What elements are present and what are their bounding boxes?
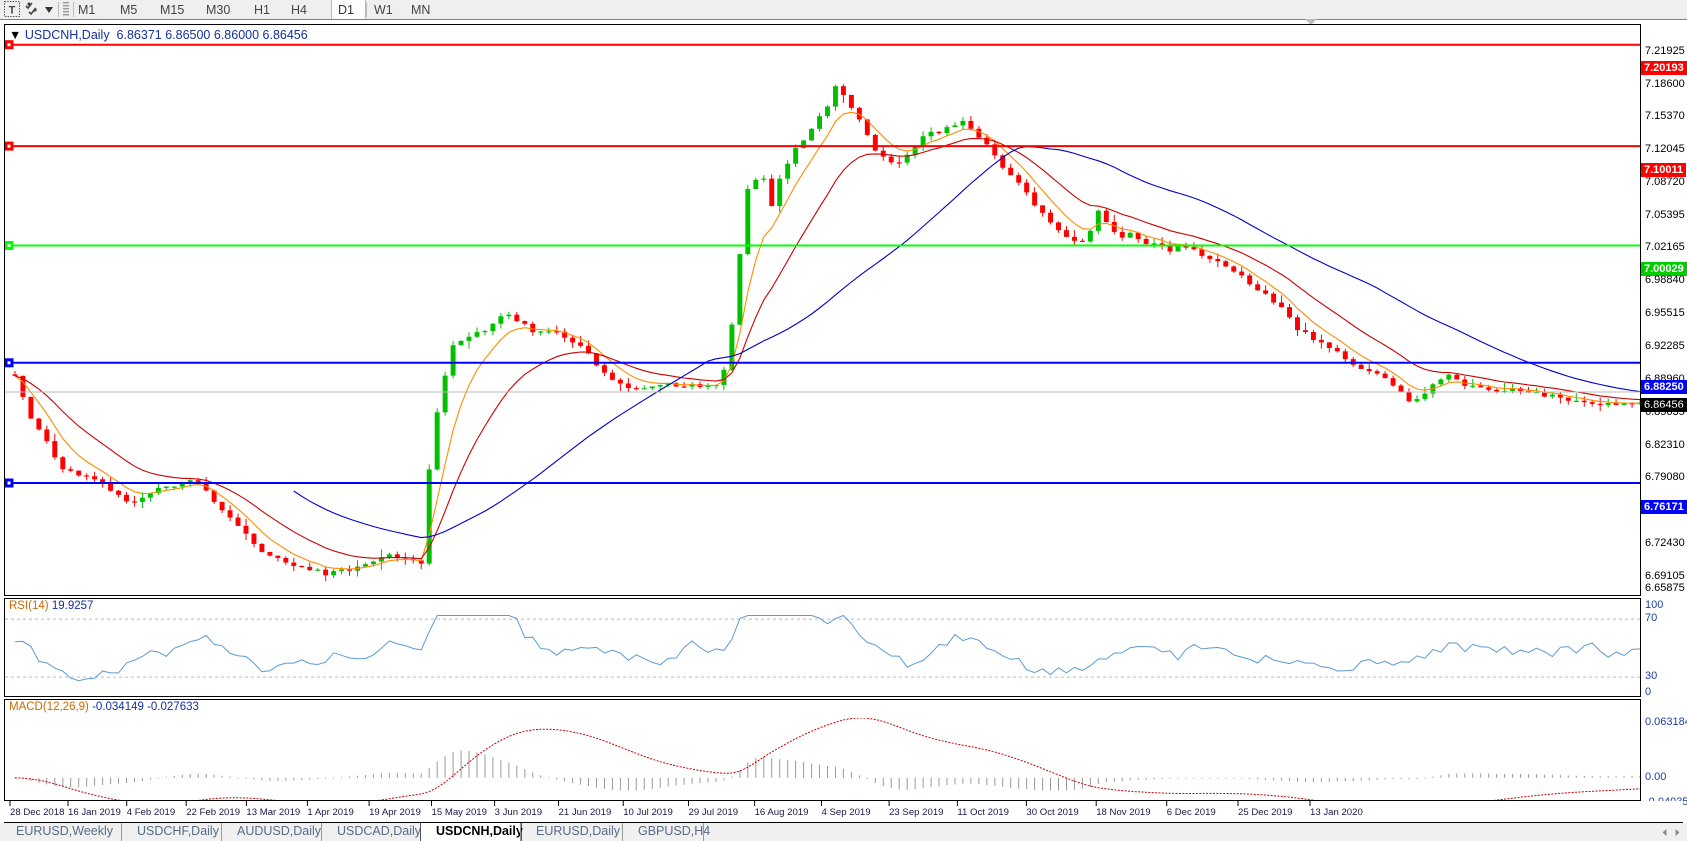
svg-text:T: T bbox=[9, 5, 16, 17]
